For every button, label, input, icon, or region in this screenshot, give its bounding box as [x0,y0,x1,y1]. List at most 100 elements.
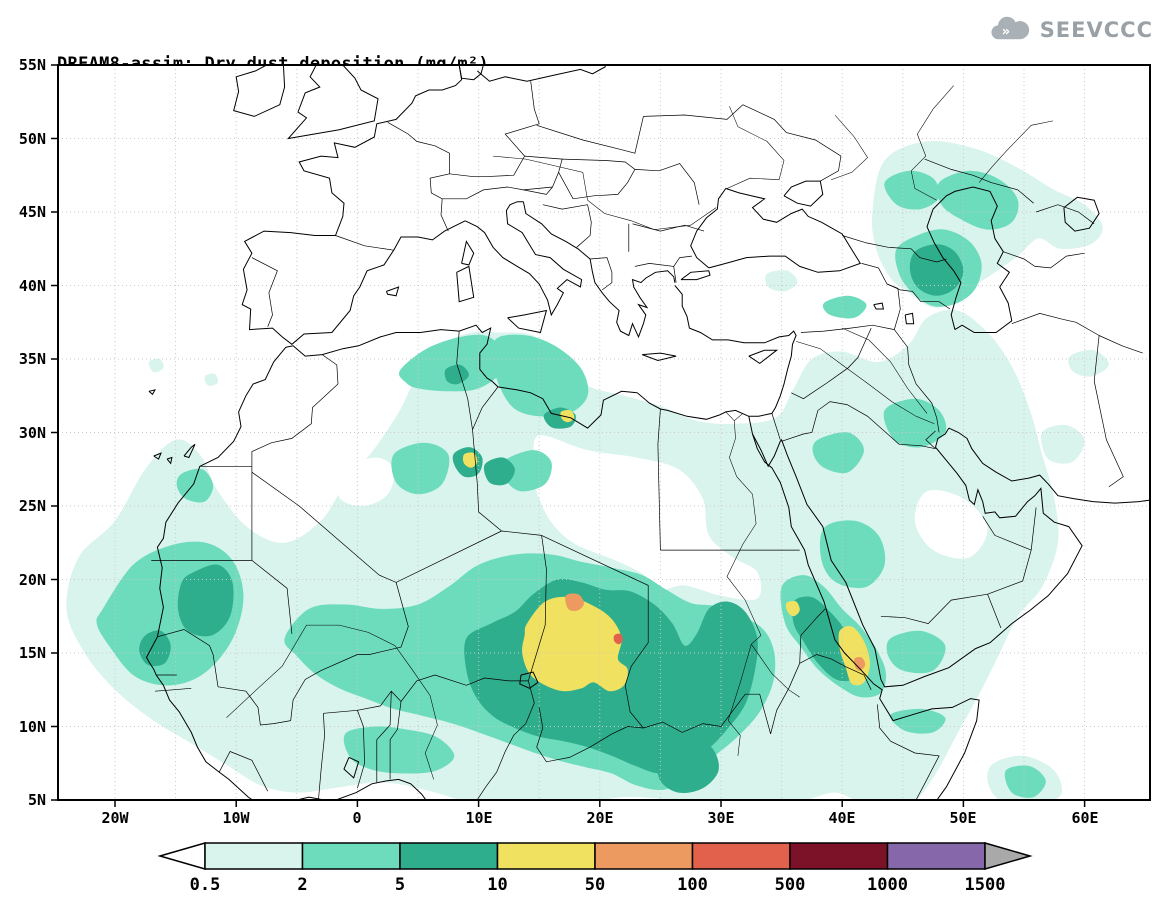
country-border [634,263,677,283]
country-border [770,663,801,734]
country-border [472,386,499,430]
country-border [536,116,644,154]
dust-region [1068,349,1109,377]
river [493,155,717,230]
country-border [558,158,636,200]
colorbar-arrow-right [984,842,1033,870]
country-border [217,686,291,726]
lat-tick-label: 10N [18,718,46,736]
colorbar-box [204,842,304,870]
lat-tick-label: 30N [18,424,46,442]
country-border [880,593,988,624]
country-border [876,704,940,800]
country-border [791,327,872,400]
river [796,341,935,424]
dust-region [444,364,469,385]
colorbar-box [789,842,889,870]
dust-region [657,736,719,793]
coastline [145,346,427,800]
river [978,120,1054,183]
country-border [987,507,1037,595]
country-border [218,751,269,792]
lat-tick-label: 25N [18,497,46,515]
country-border [323,690,402,714]
country-border [632,223,705,232]
legend-value-label: 500 [774,875,806,895]
coastline [507,309,548,334]
legend-value-label: 1500 [964,875,1006,895]
dust-region [343,726,455,774]
coastline [476,66,607,82]
coastline [183,443,196,459]
coastline [904,312,915,325]
river [726,106,785,189]
country-border [527,535,547,682]
coastline [680,270,711,281]
country-border [504,81,540,157]
lat-tick-label: 55N [18,56,46,74]
country-border [742,104,842,182]
dust-region [483,457,515,486]
country-border [542,204,588,210]
colorbar-labels: 0.5 2 5 10 50 100 500 1000 1500 [145,871,1045,897]
lon-tick-label: 10E [465,809,493,827]
country-border [894,329,940,433]
dust-region [492,334,589,417]
dust-region [148,358,164,373]
dust-region [785,600,800,617]
country-border [886,283,951,310]
coastline [690,187,862,273]
dust-region [613,633,623,645]
coastline [748,349,779,365]
dust-region [204,373,219,386]
coastline [393,220,466,251]
legend-value-label: 0.5 [189,875,221,895]
lon-tick-label: 20E [586,809,614,827]
dust-region [565,593,584,612]
svg-text:»: » [1001,24,1010,39]
country-border [376,691,392,783]
country-border [576,204,592,248]
lat-tick-label: 20N [18,571,46,589]
dust-region [914,490,988,559]
coastline [783,180,824,207]
coastline [456,265,475,303]
country-border [251,471,502,583]
coastline [461,240,475,266]
country-border [523,186,553,195]
dust-region [177,564,234,637]
country-border [925,430,936,449]
lat-tick-label: 5N [27,791,46,809]
country-border [1003,251,1085,269]
coastline [343,756,360,779]
lat-tick-label: 40N [18,277,46,295]
logo-text: SEEVCCC [1039,18,1153,42]
country-border [536,707,644,763]
country-border [389,701,402,780]
country-border [1011,313,1100,336]
river [751,644,800,698]
country-border [781,401,936,450]
lat-tick-label: 15N [18,644,46,662]
river [842,327,928,414]
dust-region [1004,765,1046,798]
coastline [148,389,156,396]
river [725,411,762,645]
dust-region [819,520,886,589]
country-border [643,104,744,120]
country-border [501,530,542,536]
country-border [154,687,192,692]
country-border [541,535,649,643]
dust-region [1041,424,1085,464]
river [831,114,868,180]
dust-region [812,432,864,474]
colorbar-box [691,842,791,870]
lat-tick-label: 45N [18,203,46,221]
lon-tick-label: 20W [101,809,129,827]
country-border [643,693,771,734]
country-border [624,642,649,729]
coastline [241,230,395,345]
lat-tick-label: 50N [18,130,46,148]
coastline [642,352,677,362]
dust-region [560,410,575,423]
